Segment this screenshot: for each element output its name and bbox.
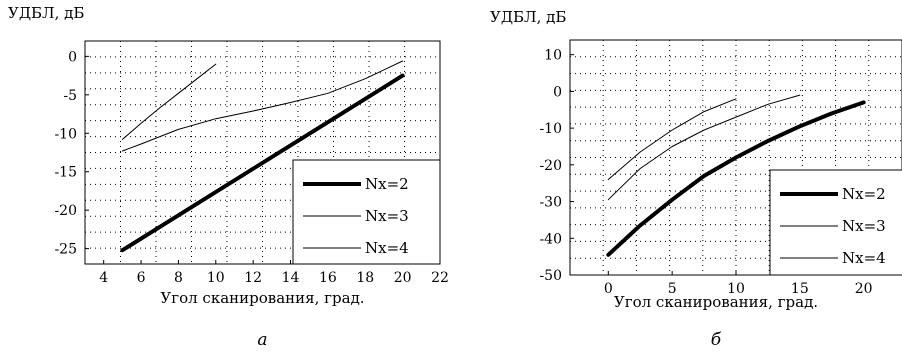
x-tick-label: 0: [604, 281, 613, 297]
legend-label: Nx=3: [365, 207, 409, 225]
y-tick-label: -25: [54, 242, 77, 258]
legend-label: Nx=2: [842, 185, 886, 203]
x-tick-label: 10: [727, 281, 745, 297]
legend: Nx=2 Nx=3 Nx=4: [292, 159, 441, 265]
legend: Nx=2 Nx=3 Nx=4: [769, 169, 902, 276]
legend-label: Nx=3: [842, 217, 886, 235]
x-tick-label: 6: [137, 270, 146, 286]
y-tick-label: 0: [553, 84, 562, 100]
y-tick-label: -15: [54, 165, 77, 181]
x-tick-label: 10: [207, 270, 225, 286]
x-tick-label: 18: [356, 270, 374, 286]
legend-label: Nx=4: [365, 239, 409, 257]
y-tick-label: -50: [539, 268, 562, 284]
y-tick-label: -40: [539, 231, 562, 247]
series-line-nx-4: [607, 98, 737, 180]
y-tick-label: -30: [539, 195, 562, 211]
x-tick-label: 4: [99, 270, 108, 286]
panel-caption: б: [711, 330, 722, 350]
x-tick-label: 12: [244, 270, 262, 286]
panel-caption: а: [257, 330, 267, 350]
series-line-nx-4: [121, 63, 217, 140]
x-tick-label: 20: [394, 270, 412, 286]
x-axis-label: Угол сканирования, град.: [614, 293, 818, 311]
x-tick-label: 15: [791, 281, 809, 297]
series-line-nx-3: [607, 94, 801, 201]
chart-panel-b: 0 5 10 15 20 10 0 -10 -20 -30 -40 -50 УДБЛ, дБ Угол с…: [490, 8, 902, 350]
y-tick-label: -10: [539, 121, 562, 137]
series-line-nx-2: [120, 73, 405, 253]
chart-panel-a: 4 6 8 10 12 14 16 18 20 22 0 -5 -10 -15 -20 -25 УДБЛ, дБ…: [8, 4, 449, 350]
plot-frame: [84, 40, 441, 265]
x-tick-label: 16: [319, 270, 337, 286]
x-tick-label: 22: [431, 270, 449, 286]
y-tick-label: -5: [63, 88, 77, 104]
x-tick-label: 14: [282, 270, 300, 286]
y-tick-label: 10: [544, 48, 562, 64]
y-tick-label: 0: [68, 49, 77, 65]
legend-box: [292, 159, 441, 265]
series-line-nx-3: [121, 60, 404, 152]
y-axis-label: УДБЛ, дБ: [490, 8, 566, 26]
y-tick-label: -10: [54, 126, 77, 142]
legend-label: Nx=2: [365, 175, 409, 193]
x-tick-label: 5: [668, 281, 677, 297]
legend-label: Nx=4: [842, 249, 886, 267]
x-tick-label: 8: [174, 270, 183, 286]
y-axis-label: УДБЛ, дБ: [8, 4, 84, 22]
y-tick-label: -20: [54, 203, 77, 219]
x-axis-label: Угол сканирования, град.: [160, 289, 364, 307]
y-tick-label: -20: [539, 158, 562, 174]
series-line-nx-2: [606, 100, 866, 257]
x-tick-label: 20: [855, 281, 873, 297]
